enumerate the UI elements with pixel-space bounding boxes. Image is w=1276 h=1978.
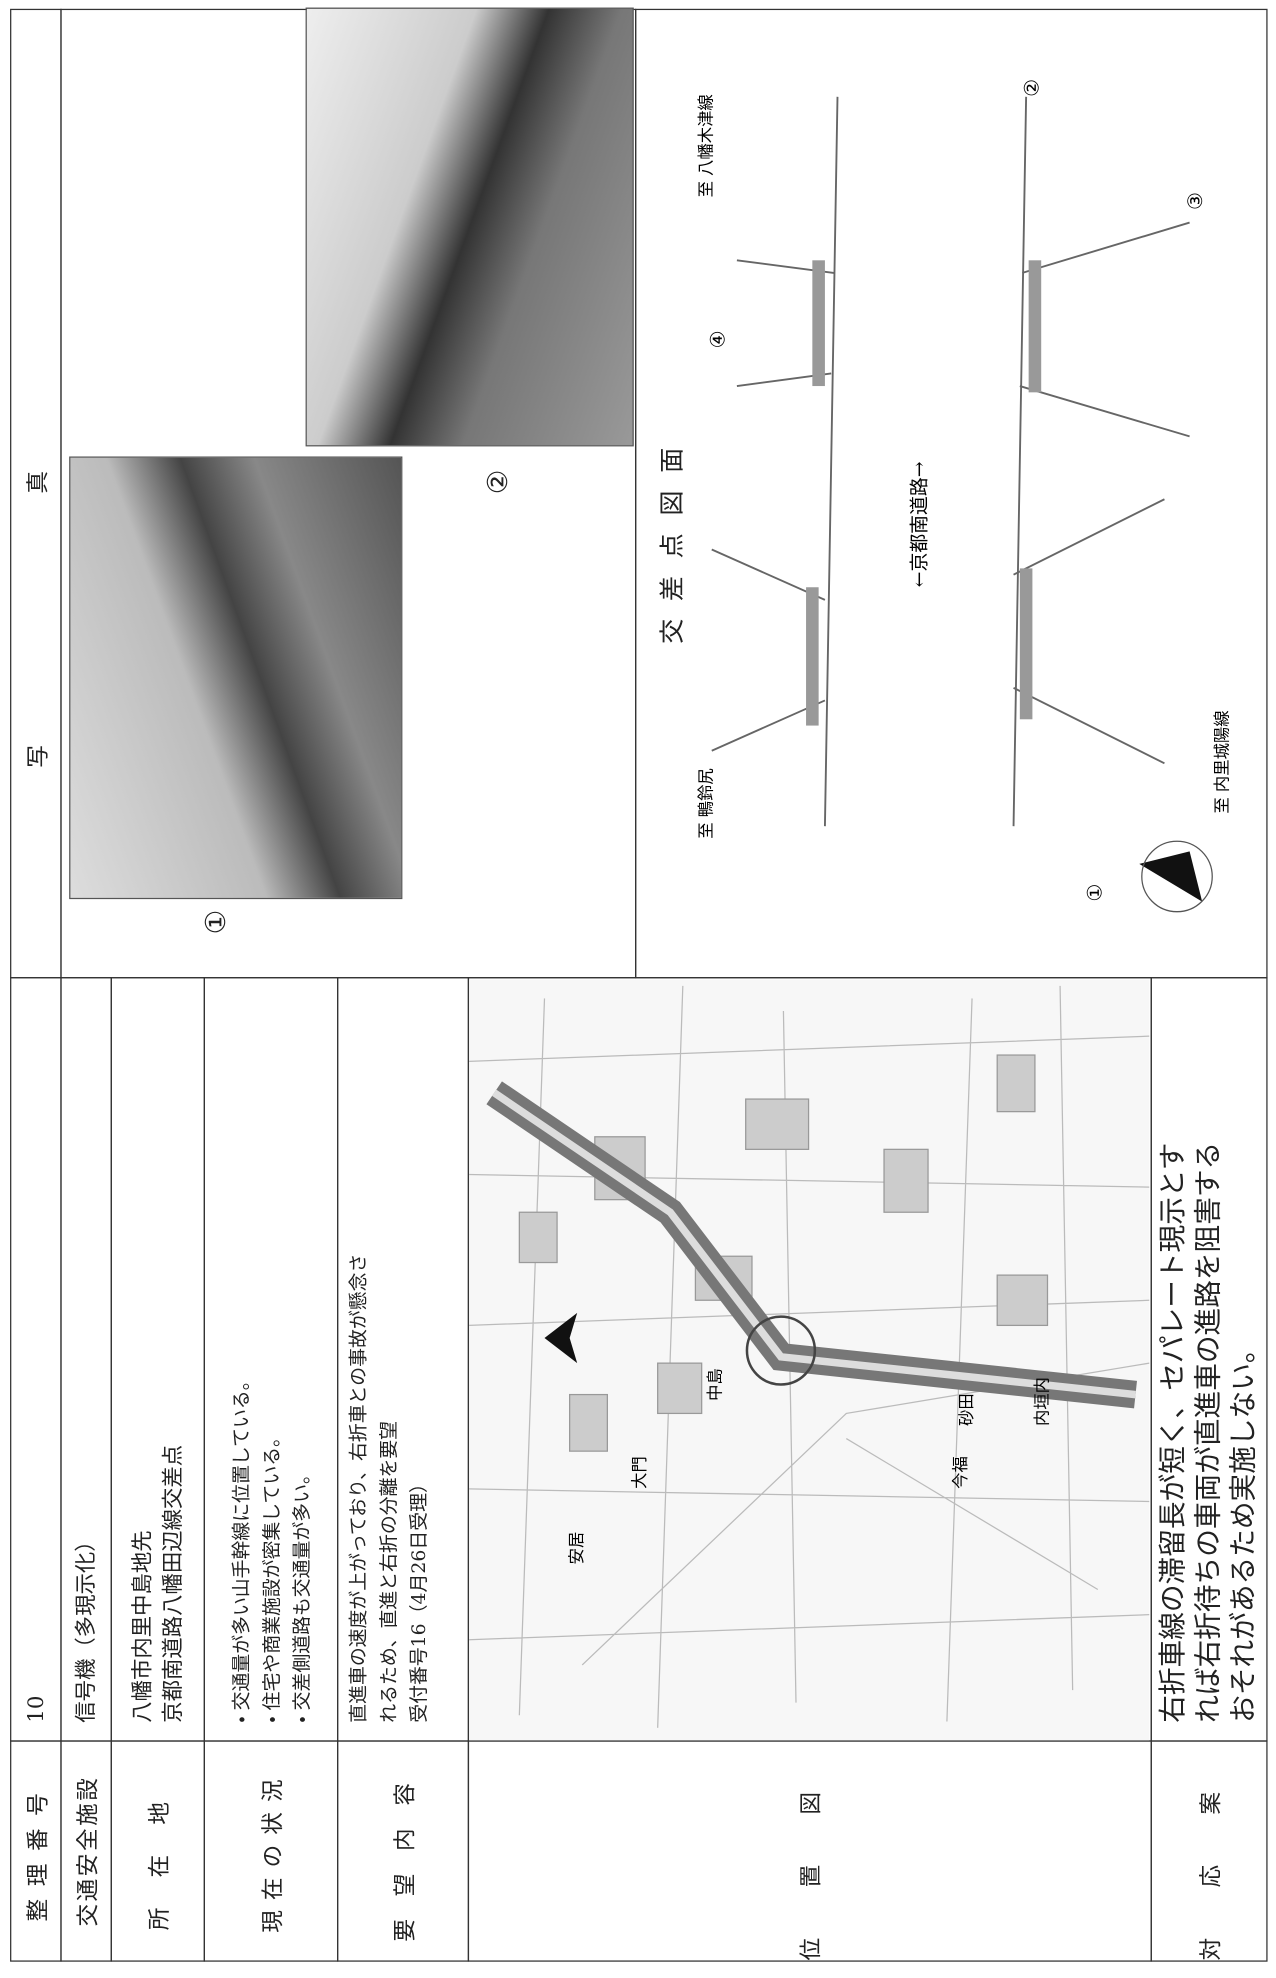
row-label: 要望内容 bbox=[337, 1740, 470, 1962]
text-line: ・ 交差側道路も交通量が多い。 bbox=[289, 1465, 313, 1723]
row-label: 所在地 bbox=[110, 1740, 205, 1962]
highway-center bbox=[492, 1089, 1136, 1399]
photo-label: ① bbox=[201, 909, 233, 935]
text: 10 bbox=[23, 1695, 49, 1723]
row-value: 10 bbox=[10, 977, 62, 1742]
location-map: 中島 大門 今福 砂田 内垣内 安居 bbox=[469, 979, 1150, 1741]
text-line: ・ 住宅や商業施設が密集している。 bbox=[259, 1427, 283, 1723]
crosswalks bbox=[806, 260, 1042, 726]
photo bbox=[305, 7, 634, 447]
marker: ① bbox=[1083, 884, 1107, 902]
north-arrow bbox=[1139, 851, 1203, 902]
road-edges bbox=[711, 96, 1190, 827]
destination: 至 鴨鈴尻 bbox=[697, 768, 716, 839]
row-label: 対応案 bbox=[1150, 1740, 1268, 1962]
intersection-diagram: ←京都南道路→ ① ② ③ ④ 至 鴨鈴尻 至 八幡木津線 至 内里城陽線 bbox=[697, 79, 1231, 913]
row-value: 直進車の速度が上がっており、右折車との事故が懸念さ れるため、直進と右折の分離を要… bbox=[337, 977, 470, 1742]
text-line: おそれがあるため実施しない。 bbox=[1227, 1335, 1260, 1723]
text: 信号機（多現示化） bbox=[73, 1530, 99, 1723]
map-label: 安居 bbox=[567, 1532, 586, 1565]
row-value: ・ 交通量が多い山手幹線に位置している。・ 住宅や商業施設が密集している。・ 交… bbox=[203, 977, 339, 1742]
text-line: 受付番号16（4月26日受理） bbox=[407, 1474, 431, 1723]
text-line: れば右折待ちの車両が直進車の進路を阻害する bbox=[1192, 1141, 1225, 1723]
destination: 至 八幡木津線 bbox=[697, 94, 716, 197]
map-label: 大門 bbox=[630, 1456, 649, 1489]
road-label: ←京都南道路→ bbox=[909, 461, 931, 587]
text-line: ・ 交通量が多い山手幹線に位置している。 bbox=[229, 1371, 253, 1723]
text-line: 直進車の速度が上がっており、右折車との事故が懸念さ bbox=[347, 1253, 370, 1723]
map-label: 砂田 bbox=[957, 1393, 976, 1426]
row-value: 八幡市内里中島地先 京都南道路八幡田辺線交差点 bbox=[110, 977, 205, 1742]
map-label: 今福 bbox=[951, 1456, 970, 1489]
map-label: 内垣内 bbox=[1032, 1377, 1051, 1426]
row-label: 交通安全施設 bbox=[60, 1740, 112, 1962]
destination: 至 内里城陽線 bbox=[1212, 710, 1231, 813]
row-value: 右折車線の滞留長が短く、セパレート現示とす れば右折待ちの車両が直進車の進路を阻害… bbox=[1150, 977, 1268, 1742]
photo-header: 写真 bbox=[10, 8, 62, 979]
marker: ② bbox=[1020, 79, 1044, 97]
photo-label: ② bbox=[482, 469, 515, 495]
row-label: 位置図 bbox=[467, 1740, 1152, 1962]
text-line: 八幡市内里中島地先 bbox=[130, 1530, 156, 1723]
text-line: れるため、直進と右折の分離を要望 bbox=[377, 1420, 400, 1723]
target-circle bbox=[745, 1315, 817, 1386]
text-line: 右折車線の滞留長が短く、セパレート現示とす bbox=[1157, 1142, 1189, 1723]
row-label: 整理番号 bbox=[10, 1740, 62, 1962]
diagram-cell: 交差点図面 ←京都南道路→ ① ② ③ ④ 至 鴨鈴尻 至 八幡木津線 至 内里… bbox=[635, 8, 1268, 979]
row-label: 現在の状況 bbox=[203, 1740, 339, 1962]
marker: ③ bbox=[1183, 192, 1207, 210]
north-arrow bbox=[544, 1312, 578, 1364]
map-cell: 中島 大門 今福 砂田 内垣内 安居 bbox=[467, 977, 1152, 1742]
marker: ④ bbox=[705, 330, 729, 348]
photo bbox=[69, 456, 403, 900]
map-label: 中島 bbox=[706, 1368, 725, 1401]
compass bbox=[1141, 840, 1213, 913]
text-line: 京都南道路八幡田辺線交差点 bbox=[160, 1444, 186, 1723]
row-value: 信号機（多現示化） bbox=[60, 977, 112, 1742]
